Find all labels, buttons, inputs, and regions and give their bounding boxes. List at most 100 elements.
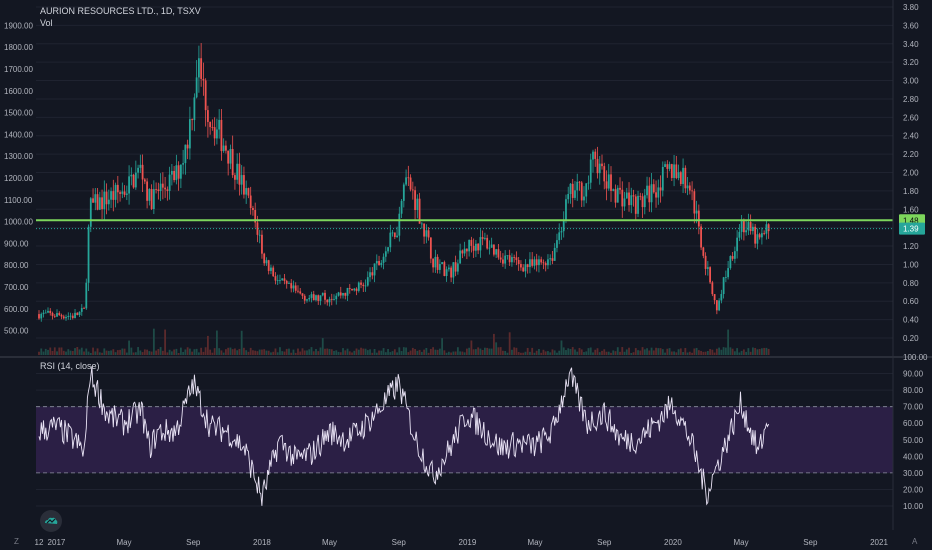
volume-bar <box>486 347 489 355</box>
candle-body <box>594 151 597 159</box>
left-axis-tick: 700.00 <box>4 283 29 292</box>
zoom-toggle[interactable]: Z <box>14 537 19 546</box>
volume-bar <box>709 349 711 355</box>
volume-bar <box>326 348 329 355</box>
candle-body <box>40 313 43 319</box>
volume-bar <box>114 352 117 355</box>
candle-body <box>312 294 315 301</box>
time-axis-tick: 2019 <box>459 538 477 547</box>
volume-bar <box>481 349 484 355</box>
candle-body <box>87 226 90 283</box>
volume-bar <box>515 347 518 355</box>
time-axis[interactable]: 12 2017 May Sep 2018 May Sep 2019 May Sep 2020 May S… <box>35 538 889 547</box>
candle-body <box>319 295 322 301</box>
candle-body <box>472 245 475 251</box>
candle-body <box>637 195 639 214</box>
volume-label[interactable]: Vol <box>40 18 53 28</box>
candle-body <box>121 191 124 194</box>
volume-bar <box>112 349 115 355</box>
volume-bar <box>103 348 106 355</box>
right-axis-tick: 2.40 <box>903 132 919 141</box>
volume-bar <box>281 351 284 355</box>
candle-body <box>438 264 441 270</box>
tradingview-cloud-icon-glyph <box>45 517 58 524</box>
candle-body <box>587 182 590 184</box>
candle-body <box>65 316 67 319</box>
candle-body <box>420 223 423 225</box>
candle-body <box>164 187 167 190</box>
candle-body <box>254 210 257 223</box>
candle-body <box>760 233 763 238</box>
candle-body <box>646 185 648 196</box>
volume-bar <box>499 347 502 355</box>
volume-bar <box>272 351 275 355</box>
volume-bar <box>200 347 203 355</box>
candle-body <box>416 198 419 210</box>
candle-body <box>375 261 378 264</box>
candle-body <box>574 190 576 198</box>
candle-body <box>443 262 446 276</box>
volume-bar <box>522 352 525 355</box>
volume-bar <box>157 349 160 355</box>
candle-body <box>78 311 81 316</box>
tradingview-cloud-icon[interactable] <box>40 510 62 532</box>
volume-bar <box>353 350 356 355</box>
volume-bar <box>679 348 682 355</box>
volume-bar <box>227 347 230 355</box>
auto-scale-toggle[interactable]: A <box>912 537 918 546</box>
volume-bar <box>508 332 511 355</box>
volume-bar <box>290 352 293 355</box>
candle-body <box>411 189 414 191</box>
volume-bar <box>362 348 365 355</box>
volume-bar <box>378 350 380 355</box>
candle-body <box>249 195 252 208</box>
volume-bar <box>643 349 646 355</box>
candle-body <box>110 191 112 200</box>
candle-body <box>481 237 484 239</box>
volume-bar <box>256 351 259 355</box>
right-price-axis[interactable]: 3.80 3.60 3.40 3.20 3.00 2.80 2.60 2.40 2.20 2.00… <box>903 3 919 343</box>
volume-bar <box>366 350 369 355</box>
volume-bar <box>538 349 540 355</box>
volume-bar <box>749 351 752 355</box>
volume-bar <box>738 352 741 355</box>
volume-bar <box>558 350 561 355</box>
volume-bar <box>549 352 552 355</box>
volume-bar <box>312 351 315 355</box>
symbol-title[interactable]: AURION RESOURCES LTD., 1D, TSXV <box>40 6 201 16</box>
volume-bar <box>733 351 736 355</box>
candle-body <box>738 231 741 238</box>
volume-bar <box>143 349 146 355</box>
candle-body <box>243 175 245 195</box>
volume-bars <box>38 328 770 355</box>
volume-bar <box>184 349 187 355</box>
candle-body <box>558 232 561 241</box>
candle-body <box>58 313 61 316</box>
volume-bar <box>89 352 92 355</box>
volume-bar <box>182 351 185 355</box>
candle-body <box>256 222 259 235</box>
volume-bar <box>684 348 687 355</box>
volume-bar <box>51 351 54 355</box>
volume-bar <box>364 348 367 355</box>
rsi-title[interactable]: RSI (14, close) <box>40 361 100 371</box>
volume-bar <box>179 347 182 355</box>
candle-body <box>493 244 495 255</box>
candle-body <box>101 197 103 210</box>
volume-bar <box>706 350 709 355</box>
candle-body <box>83 308 85 309</box>
candle-body <box>490 244 493 248</box>
candle-body <box>589 159 592 183</box>
volume-bar <box>434 349 437 355</box>
candle-body <box>288 283 290 284</box>
volume-bar <box>62 350 65 355</box>
rsi-axis[interactable]: 100.00 90.00 80.00 70.00 60.00 50.00 40.00 30.0… <box>903 353 928 511</box>
time-axis-tick: Sep <box>597 538 612 547</box>
candle-body <box>610 174 612 191</box>
candle-body <box>533 259 536 266</box>
candle-body <box>549 258 552 260</box>
volume-bar <box>220 350 223 355</box>
candle-body <box>274 276 277 281</box>
volume-bar <box>418 349 421 355</box>
